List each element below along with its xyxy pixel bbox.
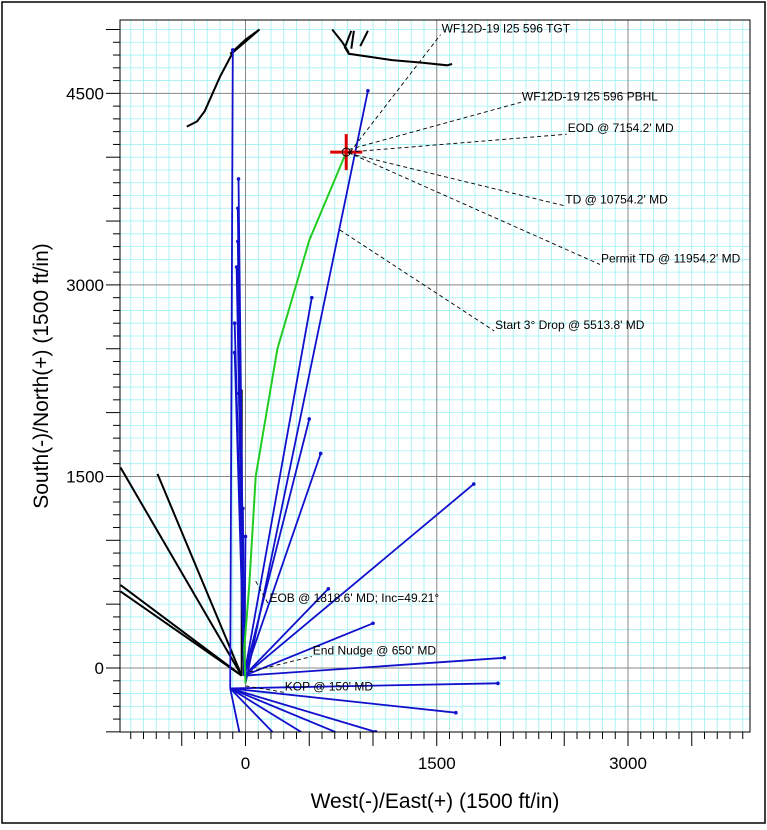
annotation-label: WF12D-19 I25 596 PBHL: [522, 89, 658, 103]
y-axis-label: South(-)/North(+) (1500 ft/in): [30, 243, 53, 509]
offset-well-end-point: [237, 391, 241, 396]
offset-well-end-point: [236, 206, 240, 211]
annotation-label: TD @ 10754.2' MD: [565, 193, 668, 207]
x-axis-tick-label: 3000: [609, 754, 647, 773]
offset-well-end-point: [241, 506, 245, 511]
y-axis-tick-label: 3000: [66, 276, 104, 295]
offset-well-end-point: [502, 655, 507, 660]
offset-well-trajectory: [244, 656, 505, 677]
annotation-leader-line: [255, 580, 269, 605]
annotation-label: EOB @ 1818.6' MD; Inc=49.21°: [269, 591, 439, 605]
offset-well-end-point: [236, 239, 240, 244]
existing-well-trajectory: [156, 473, 243, 677]
offset-well-trajectory: [230, 682, 499, 690]
offset-well-trajectory: [243, 483, 475, 677]
offset-well-trajectory: [229, 687, 338, 732]
offset-well-end-point: [310, 295, 314, 300]
offset-well-trajectory: [230, 687, 456, 714]
offset-well-trajectory: [243, 418, 311, 676]
offset-well-end-point: [307, 417, 312, 421]
offset-well-end-point: [230, 48, 235, 52]
offset-well-trajectory: [229, 688, 241, 732]
existing-well-trajectory: [120, 590, 243, 677]
annotation-leader-line: [339, 229, 495, 332]
offset-well-end-point: [454, 710, 458, 715]
offset-well-end-point: [366, 88, 370, 93]
offset-well-end-point: [232, 321, 237, 326]
offset-well-end-point: [234, 265, 239, 269]
existing-well-trajectory: [229, 28, 261, 55]
offset-well-trajectory: [229, 687, 376, 732]
offset-well-trajectory: [243, 588, 330, 677]
offset-well-end-point: [232, 350, 237, 355]
wells-layer: [120, 28, 507, 732]
annotation-label: WF12D-19 I25 596 TGT: [442, 22, 571, 36]
axes: 0 1500 3000 0 1500 3000 4500: [66, 29, 744, 773]
annotation-label: EOD @ 7154.2' MD: [568, 121, 674, 135]
offset-well-end-point: [496, 681, 500, 686]
offset-well-end-point: [371, 621, 375, 626]
offset-well-trajectory: [229, 49, 234, 689]
annotation-label: KOP @ 150' MD: [285, 679, 374, 693]
existing-well-trajectory: [120, 466, 243, 677]
offset-well-end-point: [236, 177, 241, 181]
plan-well-trajectory: [243, 151, 348, 684]
x-axis-tick-label: 0: [241, 754, 250, 773]
y-axis-tick-label: 0: [95, 659, 104, 678]
annotation-leader-line: [348, 133, 567, 153]
annotation-leader-line: [249, 656, 312, 673]
y-axis-tick-label: 1500: [66, 467, 104, 486]
offset-well-trajectory: [243, 622, 374, 677]
x-axis-label: West(-)/East(+) (1500 ft/in): [311, 790, 560, 813]
existing-well-trajectory: [331, 28, 350, 54]
existing-well-trajectory: [359, 30, 369, 47]
annotation-label: Start 3° Drop @ 5513.8' MD: [495, 318, 645, 332]
annotations-layer: WF12D-19 I25 596 TGT WF12D-19 I25 596 PBH…: [245, 22, 741, 693]
offset-well-trajectory: [243, 453, 322, 676]
offset-well-trajectory: [243, 297, 313, 676]
y-axis-tick-label: 4500: [66, 84, 104, 103]
existing-well-trajectory: [186, 28, 261, 128]
x-axis-tick-label: 1500: [418, 754, 456, 773]
annotation-label: Permit TD @ 11954.2' MD: [601, 251, 741, 265]
annotation-leader-line: [348, 101, 522, 150]
offset-well-trajectory: [229, 687, 274, 732]
offset-well-end-point: [471, 482, 476, 486]
annotation-leader-line: [348, 152, 565, 207]
offset-well-end-point: [318, 451, 323, 456]
plot-area-border: [119, 19, 751, 733]
annotation-leader-line: [349, 34, 441, 153]
offset-well-trajectory: [229, 687, 303, 732]
offset-well-end-point: [326, 587, 331, 591]
offset-well-trajectory: [244, 90, 369, 684]
offset-well-end-point: [243, 534, 248, 539]
existing-well-trajectory: [350, 30, 355, 49]
annotation-label: End Nudge @ 650' MD: [313, 644, 437, 658]
